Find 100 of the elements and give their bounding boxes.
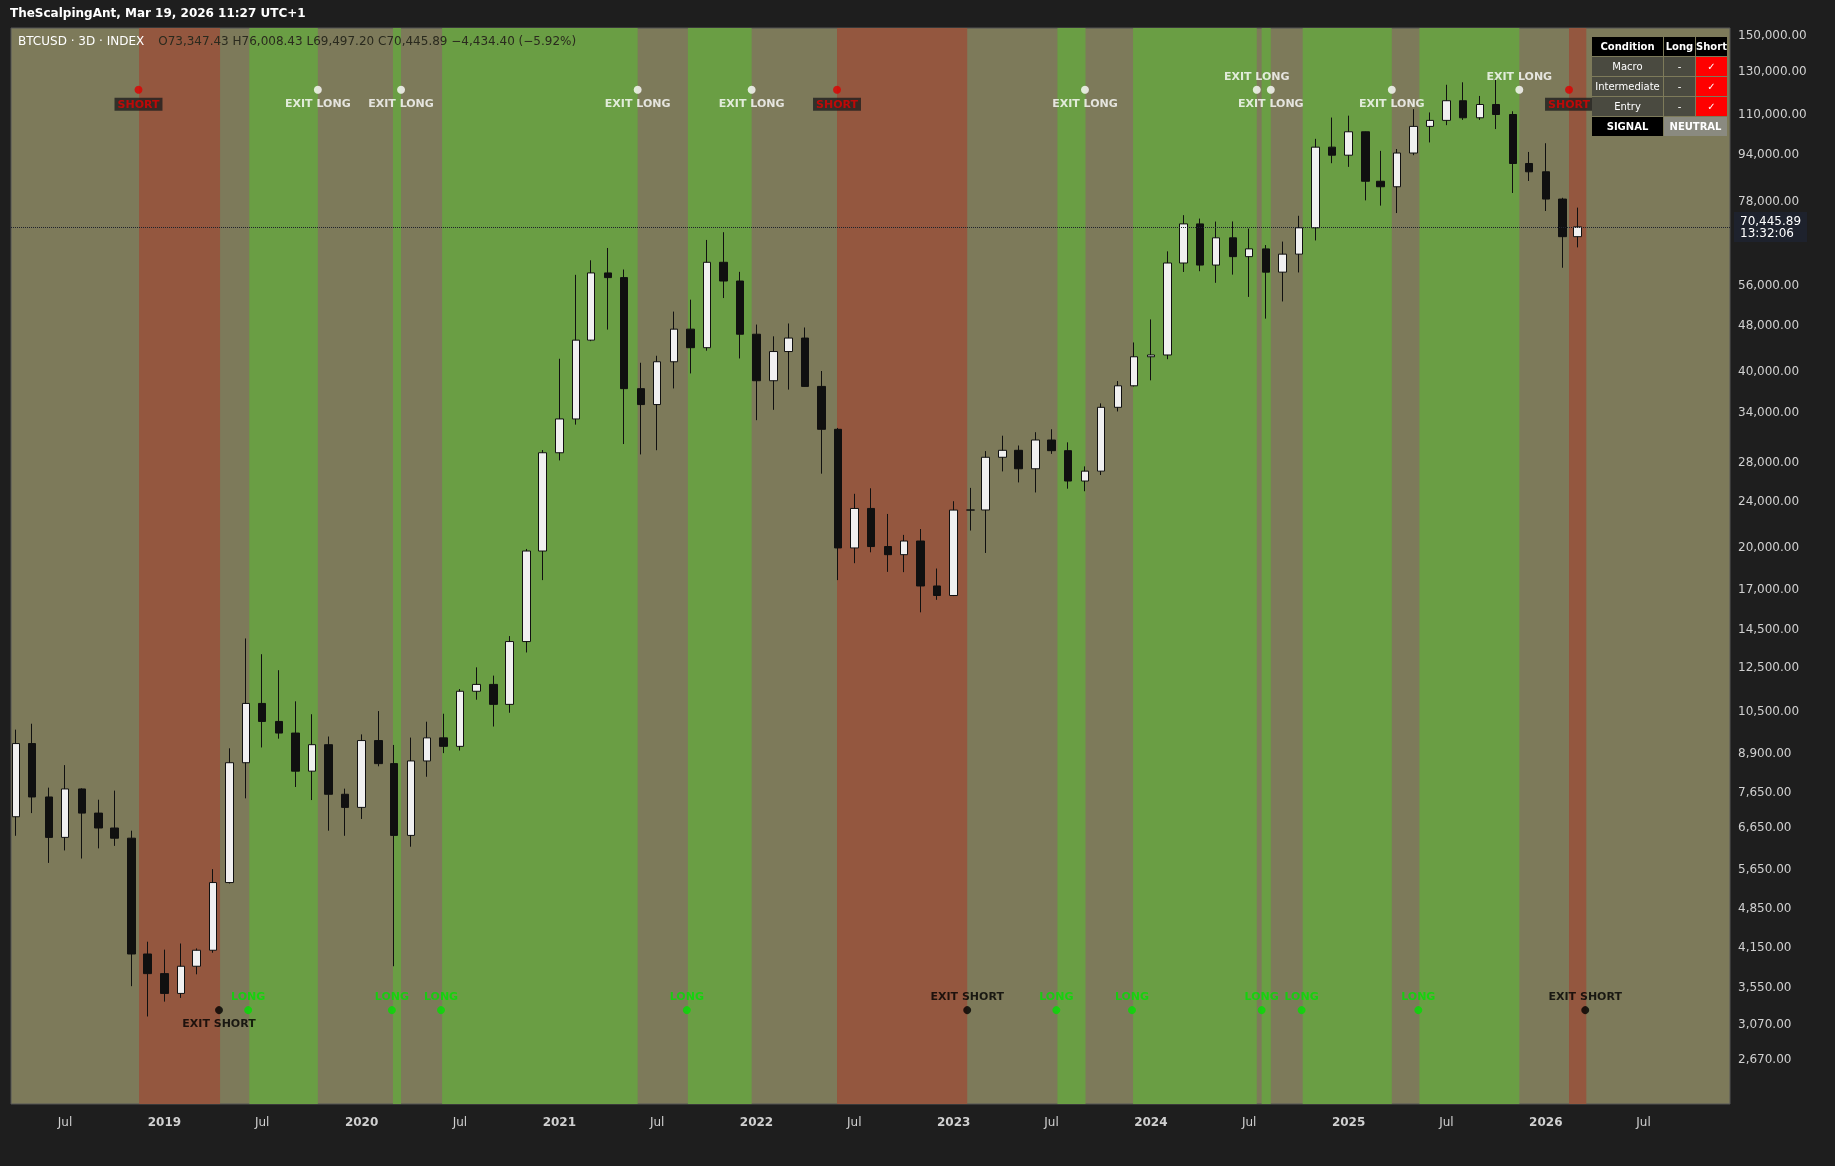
candlestick xyxy=(1179,214,1188,273)
y-tick-label: 14,500.00 xyxy=(1738,621,1800,636)
candlestick xyxy=(291,700,300,788)
candlestick xyxy=(225,747,234,885)
candlestick xyxy=(1492,78,1500,130)
candlestick xyxy=(1376,150,1385,207)
x-tick-label: Jul xyxy=(846,1115,862,1129)
y-tick-label: 12,500.00 xyxy=(1738,659,1800,674)
candlestick xyxy=(45,787,53,864)
y-tick-label: 34,000.00 xyxy=(1738,405,1800,420)
candlestick xyxy=(1081,465,1089,492)
text: LONG xyxy=(374,990,409,1004)
candlestick xyxy=(1295,215,1303,273)
y-tick-label: 6,650.00 xyxy=(1738,820,1792,835)
candlestick xyxy=(1311,138,1320,241)
text: EXIT LONG xyxy=(604,96,671,110)
candlestick xyxy=(1442,84,1451,126)
candlestick xyxy=(489,675,498,728)
candlestick xyxy=(1426,111,1434,143)
text: LONG xyxy=(423,990,459,1004)
candlestick xyxy=(390,744,398,967)
text: SHORT xyxy=(1548,97,1590,111)
annotation: Short xyxy=(1696,37,1727,56)
candlestick xyxy=(439,713,448,754)
y-tick-label: 10,500.00 xyxy=(1738,704,1800,719)
candlestick xyxy=(587,259,595,342)
x-tick-label: Jul xyxy=(1438,1115,1454,1129)
y-tick-label: 2,670.00 xyxy=(1738,1052,1792,1067)
candlestick xyxy=(736,271,744,359)
y-tick-label: 28,000.00 xyxy=(1738,454,1800,469)
candlestick xyxy=(1344,115,1353,168)
candlestick xyxy=(801,326,809,388)
y-tick-label: 7,650.00 xyxy=(1738,784,1792,799)
y-tick-label: 56,000.00 xyxy=(1738,278,1800,293)
candlestick xyxy=(850,493,859,564)
candlestick xyxy=(604,247,612,331)
x-tick-label: 2020 xyxy=(344,1115,379,1129)
candlestick xyxy=(817,370,826,475)
candlestick xyxy=(374,710,383,767)
text: LONG xyxy=(1114,990,1150,1004)
candlestick xyxy=(1573,207,1582,248)
y-tick-label: 110,000.00 xyxy=(1738,106,1807,121)
text: LONG xyxy=(669,990,704,1004)
y-tick-label: 94,000.00 xyxy=(1738,146,1800,161)
candlestick xyxy=(61,764,69,851)
annotation: Entry xyxy=(1592,97,1663,116)
candlestick xyxy=(242,637,250,799)
candlestick xyxy=(94,799,103,849)
candlestick xyxy=(341,788,349,837)
candlestick xyxy=(1229,220,1237,276)
series-label: EXIT SHORT xyxy=(182,1017,257,1031)
x-tick-label: 2025 xyxy=(1331,1115,1366,1129)
candlestick xyxy=(572,274,580,426)
candlestick xyxy=(1047,428,1056,455)
candlestick xyxy=(620,268,628,445)
series-label: LONG xyxy=(1039,990,1074,1004)
x-tick-label: Jul xyxy=(1635,1115,1651,1129)
y-tick-label: 17,000.00 xyxy=(1738,581,1800,596)
annotation: NEUTRAL xyxy=(1664,117,1727,136)
text: EXIT LONG xyxy=(285,96,351,110)
candlestick xyxy=(900,534,908,573)
text: O73,347.43 H76,008.43 L69,497.20 C70,445.89 −4,434.40 (−5.92%) xyxy=(158,34,577,48)
candlestick xyxy=(1147,318,1155,381)
candlestick xyxy=(160,949,169,1003)
candlestick xyxy=(1525,151,1533,182)
text: LONG xyxy=(231,990,266,1004)
text: LONG xyxy=(1401,990,1436,1004)
text: SHORT xyxy=(816,97,858,111)
candlestick xyxy=(1361,131,1370,201)
candlestick xyxy=(966,487,975,532)
candlestick xyxy=(686,299,695,374)
candlestick xyxy=(653,355,661,451)
candlestick xyxy=(1114,380,1122,412)
annotation: Intermediate xyxy=(1592,77,1663,96)
x-tick-label: 2026 xyxy=(1529,1115,1563,1129)
annotation: - xyxy=(1664,97,1695,116)
candlestick xyxy=(1509,110,1517,194)
x-tick-label: Jul xyxy=(1043,1115,1059,1129)
candlestick xyxy=(1409,108,1418,156)
candlestick xyxy=(1476,95,1484,121)
candlestick xyxy=(143,941,152,1017)
text: LONG xyxy=(1284,990,1319,1004)
candlestick xyxy=(127,830,136,987)
y-tick-label: 4,850.00 xyxy=(1738,900,1792,915)
y-tick-label: 3,070.00 xyxy=(1738,1016,1792,1031)
text: EXIT LONG xyxy=(1052,96,1118,110)
y-tick-label: 20,000.00 xyxy=(1738,540,1800,555)
candlestick xyxy=(407,737,415,848)
candlestick xyxy=(308,713,316,801)
series-label: SHORT xyxy=(117,97,160,111)
annotation: ✓ xyxy=(1696,57,1727,76)
x-tick-label: Jul xyxy=(56,1115,73,1129)
candlestick xyxy=(637,362,645,455)
y-tick-label: 4,150.00 xyxy=(1738,940,1792,955)
candlestick xyxy=(192,947,201,975)
candlestick xyxy=(719,231,728,299)
y-tick-label: 48,000.00 xyxy=(1738,317,1800,332)
series-label: EXIT LONG xyxy=(1223,69,1290,83)
candlestick xyxy=(949,500,958,597)
x-tick-label: 2023 xyxy=(936,1115,971,1129)
